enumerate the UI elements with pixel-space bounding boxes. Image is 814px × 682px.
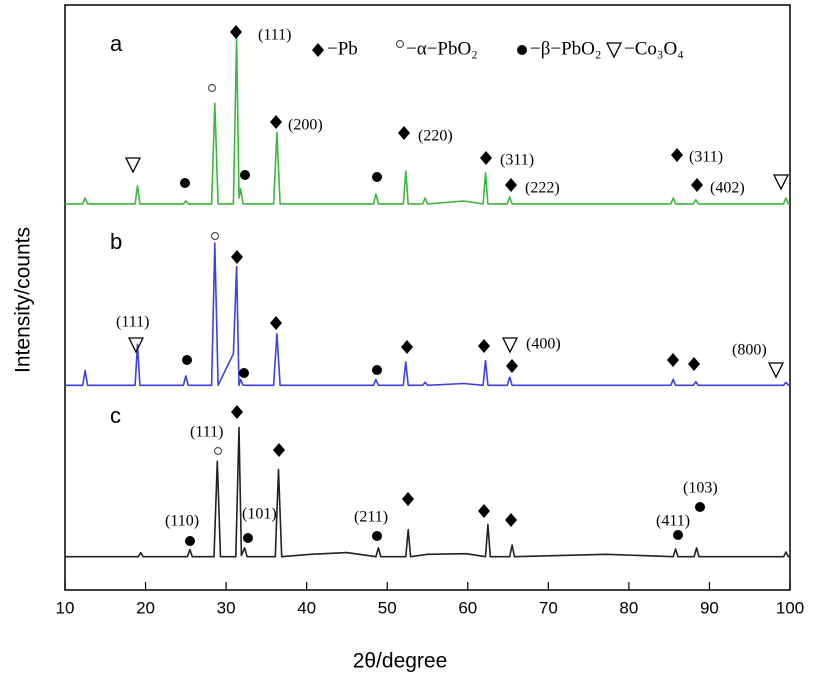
pb-symbol xyxy=(688,357,700,371)
beta-symbol xyxy=(673,530,683,540)
hkl-label: (311) xyxy=(500,152,534,169)
pb-symbol xyxy=(478,339,490,353)
x-tick-label: 50 xyxy=(378,598,397,617)
co-symbol xyxy=(605,42,623,59)
y-axis-label: Intensity/counts xyxy=(12,227,35,373)
trace xyxy=(65,36,790,205)
trace-label: b xyxy=(110,229,122,254)
legend-label: −β−PbO₂ xyxy=(530,38,602,59)
pb-symbol xyxy=(506,359,518,373)
legend-label: −Pb xyxy=(327,38,358,59)
x-tick-label: 10 xyxy=(56,598,75,617)
hkl-label: (220) xyxy=(418,128,453,145)
x-tick-label: 30 xyxy=(217,598,236,617)
hkl-label: (222) xyxy=(525,180,560,197)
hkl-label: (111) xyxy=(116,314,149,331)
hkl-label: (800) xyxy=(732,342,767,359)
pb-symbol xyxy=(667,353,679,367)
co-symbol xyxy=(124,157,142,174)
alpha-symbol xyxy=(207,83,217,93)
pb-symbol xyxy=(478,504,490,518)
pb-symbol xyxy=(312,43,324,57)
pb-symbol xyxy=(230,25,242,39)
hkl-label: (111) xyxy=(190,424,223,441)
pb-symbol xyxy=(273,443,285,457)
beta-symbol xyxy=(180,178,190,188)
hkl-label: (101) xyxy=(242,506,277,523)
hkl-label: (111) xyxy=(258,27,291,44)
pb-symbol xyxy=(270,316,282,330)
trace-label: a xyxy=(110,31,123,56)
beta-symbol xyxy=(372,531,382,541)
co-symbol xyxy=(772,174,790,191)
hkl-label: (103) xyxy=(683,480,718,497)
legend-label: −α−PbO₂ xyxy=(406,38,478,59)
hkl-label: (402) xyxy=(710,180,745,197)
beta-symbol xyxy=(372,365,382,375)
x-tick-label: 100 xyxy=(776,598,804,617)
beta-symbol xyxy=(517,45,527,55)
x-axis-label: 2θ/degree xyxy=(353,650,448,673)
alpha-symbol xyxy=(210,231,220,241)
pb-symbol xyxy=(691,178,703,192)
pb-symbol xyxy=(671,148,683,162)
beta-symbol xyxy=(695,502,705,512)
hkl-label: (200) xyxy=(288,117,323,134)
co-symbol xyxy=(127,337,145,354)
x-tick-label: 90 xyxy=(700,598,719,617)
plot-frame xyxy=(64,4,791,591)
hkl-label: (311) xyxy=(689,149,723,166)
beta-symbol xyxy=(240,170,250,180)
x-tick-label: 60 xyxy=(458,598,477,617)
beta-symbol xyxy=(243,533,253,543)
trace xyxy=(65,426,790,558)
hkl-label: (411) xyxy=(656,513,690,530)
x-tick-label: 70 xyxy=(539,598,558,617)
x-tick-label: 40 xyxy=(297,598,316,617)
pb-symbol xyxy=(231,405,243,419)
beta-symbol xyxy=(185,536,195,546)
x-tick-label: 20 xyxy=(136,598,155,617)
pb-symbol xyxy=(231,250,243,264)
beta-symbol xyxy=(182,355,192,365)
beta-symbol xyxy=(372,172,382,182)
alpha-symbol xyxy=(395,39,405,49)
hkl-label: (400) xyxy=(526,336,561,353)
trace xyxy=(65,242,790,387)
alpha-symbol xyxy=(213,446,223,456)
hkl-label: (211) xyxy=(354,509,388,526)
pb-symbol xyxy=(398,126,410,140)
hkl-label: (110) xyxy=(165,513,199,530)
co-symbol xyxy=(767,362,785,379)
pb-symbol xyxy=(402,492,414,506)
pb-symbol xyxy=(480,151,492,165)
beta-symbol xyxy=(239,368,249,378)
co-symbol xyxy=(501,337,519,354)
trace-label: c xyxy=(110,403,121,428)
x-tick-label: 80 xyxy=(619,598,638,617)
pb-symbol xyxy=(401,340,413,354)
legend-label: −Co₃O₄ xyxy=(624,38,684,59)
pb-symbol xyxy=(270,115,282,129)
pb-symbol xyxy=(505,178,517,192)
pb-symbol xyxy=(505,513,517,527)
